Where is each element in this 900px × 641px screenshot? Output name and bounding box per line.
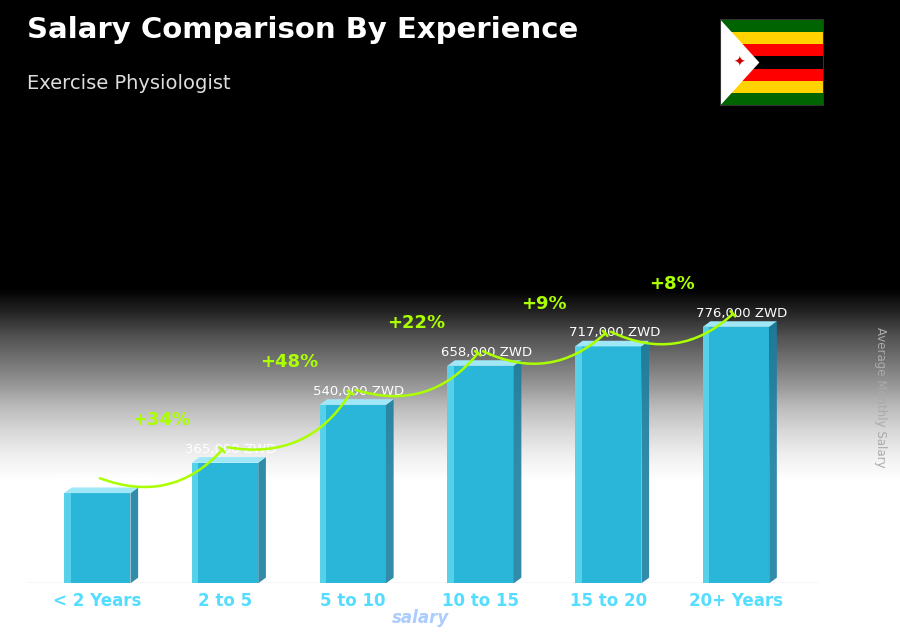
Text: Average Monthly Salary: Average Monthly Salary: [874, 327, 886, 468]
Polygon shape: [130, 487, 138, 583]
Text: 658,000 ZWD: 658,000 ZWD: [441, 346, 532, 359]
Bar: [64, 493, 71, 583]
Polygon shape: [642, 341, 649, 583]
Text: 540,000 ZWD: 540,000 ZWD: [313, 385, 404, 398]
Bar: [64, 493, 130, 583]
Polygon shape: [64, 487, 138, 493]
Bar: [447, 366, 454, 583]
Polygon shape: [447, 360, 521, 366]
Text: +8%: +8%: [649, 275, 695, 293]
Text: ✦: ✦: [734, 56, 745, 69]
Polygon shape: [192, 457, 266, 463]
Text: explorer.com: explorer.com: [450, 609, 559, 627]
Bar: [192, 463, 198, 583]
Bar: [320, 405, 386, 583]
Text: 273,000 ZWD: 273,000 ZWD: [58, 473, 149, 486]
Bar: [720, 69, 824, 81]
Polygon shape: [514, 360, 521, 583]
Bar: [720, 56, 824, 69]
Polygon shape: [386, 399, 393, 583]
Text: +48%: +48%: [260, 353, 318, 371]
Text: Exercise Physiologist: Exercise Physiologist: [27, 74, 230, 93]
Bar: [720, 94, 824, 106]
Polygon shape: [320, 399, 393, 405]
Bar: [575, 346, 642, 583]
Text: 776,000 ZWD: 776,000 ZWD: [697, 307, 788, 320]
Bar: [447, 366, 514, 583]
Text: +9%: +9%: [521, 295, 567, 313]
Bar: [703, 327, 709, 583]
Bar: [720, 44, 824, 56]
Bar: [320, 405, 326, 583]
Polygon shape: [703, 321, 777, 327]
Polygon shape: [258, 457, 265, 583]
Polygon shape: [575, 341, 649, 346]
Text: 365,000 ZWD: 365,000 ZWD: [185, 443, 276, 456]
Text: +34%: +34%: [132, 411, 190, 429]
Bar: [192, 463, 258, 583]
Text: salary: salary: [392, 609, 449, 627]
Polygon shape: [770, 321, 777, 583]
Text: 717,000 ZWD: 717,000 ZWD: [569, 326, 660, 340]
Text: Salary Comparison By Experience: Salary Comparison By Experience: [27, 16, 578, 44]
Bar: [720, 81, 824, 94]
Bar: [720, 31, 824, 44]
Polygon shape: [720, 19, 760, 106]
Bar: [575, 346, 581, 583]
Bar: [720, 19, 824, 31]
Bar: [703, 327, 770, 583]
Text: +22%: +22%: [388, 314, 446, 332]
